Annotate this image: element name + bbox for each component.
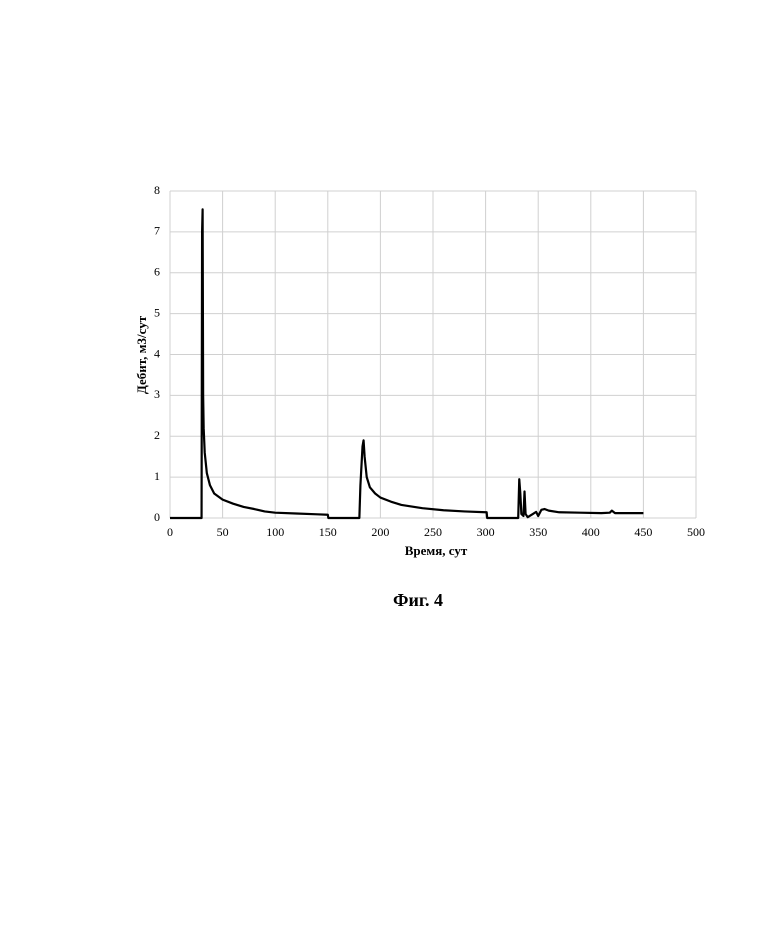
caption: Фиг. 4 [393, 590, 443, 610]
x-tick-label: 450 [634, 525, 652, 539]
x-tick-label: 100 [266, 525, 284, 539]
x-tick-label: 400 [582, 525, 600, 539]
y-tick-label: 3 [154, 387, 160, 401]
y-tick-label: 8 [154, 183, 160, 197]
x-tick-label: 350 [529, 525, 547, 539]
y-tick-label: 0 [154, 510, 160, 524]
x-axis-label: Время, сут [405, 543, 468, 558]
x-tick-label: 300 [477, 525, 495, 539]
y-tick-label: 7 [154, 224, 160, 238]
y-axis-label: Дебит, м3/сут [134, 315, 149, 394]
y-tick-label: 2 [154, 428, 160, 442]
page: Время, сут Дебит, м3/сут Фиг. 4 0 1 2 3 4 5 6 7… [0, 0, 780, 936]
x-tick-label: 0 [167, 525, 173, 539]
y-tick-label: 5 [154, 305, 160, 319]
y-tick-label: 4 [154, 346, 160, 360]
x-tick-label: 200 [371, 525, 389, 539]
x-tick-label: 150 [319, 525, 337, 539]
x-tick-label: 250 [424, 525, 442, 539]
y-tick-label: 1 [154, 469, 160, 483]
data-line [170, 209, 643, 518]
x-tick-label: 500 [687, 525, 705, 539]
y-tick-label: 6 [154, 265, 160, 279]
x-tick-label: 50 [217, 525, 229, 539]
